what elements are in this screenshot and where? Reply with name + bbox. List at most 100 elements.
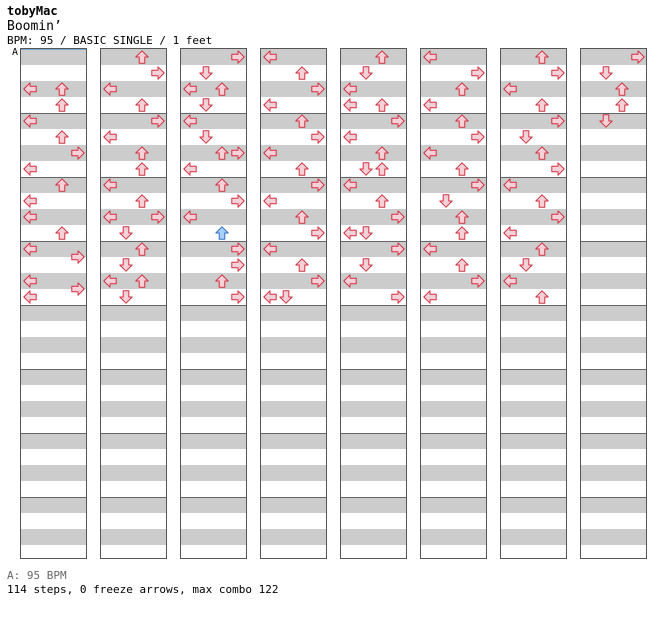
- up-arrow-icon: [135, 146, 149, 160]
- left-arrow-icon: [183, 82, 197, 96]
- measure-line: [181, 177, 246, 178]
- beat-stripe: [21, 433, 86, 449]
- right-arrow-icon: [471, 178, 485, 192]
- up-arrow-icon: [135, 274, 149, 288]
- beat-stripe: [341, 113, 406, 129]
- beat-stripe: [181, 433, 246, 449]
- beat-stripe: [101, 241, 166, 257]
- left-arrow-icon: [103, 274, 117, 288]
- beat-stripe: [181, 529, 246, 545]
- measure-line: [101, 497, 166, 498]
- left-arrow-icon: [343, 82, 357, 96]
- beat-stripe: [21, 401, 86, 417]
- beat-stripe: [501, 81, 566, 97]
- beat-stripe: [421, 273, 486, 289]
- right-arrow-icon: [71, 146, 85, 160]
- up-arrow-icon: [215, 82, 229, 96]
- beat-stripe: [501, 209, 566, 225]
- beat-stripe: [21, 273, 86, 289]
- measure-line: [101, 177, 166, 178]
- beat-stripe: [581, 465, 646, 481]
- beat-stripe: [101, 529, 166, 545]
- beat-stripe: [341, 497, 406, 513]
- measure-line: [181, 241, 246, 242]
- up-arrow-icon: [295, 162, 309, 176]
- left-arrow-icon: [343, 226, 357, 240]
- measure-line: [341, 177, 406, 178]
- measure-line: [261, 433, 326, 434]
- right-arrow-icon: [311, 226, 325, 240]
- measure-line: [421, 305, 486, 306]
- left-arrow-icon: [183, 114, 197, 128]
- beat-stripe: [501, 369, 566, 385]
- right-arrow-icon: [311, 130, 325, 144]
- right-arrow-icon: [151, 210, 165, 224]
- up-arrow-icon: [375, 146, 389, 160]
- beat-stripe: [501, 49, 566, 65]
- beat-stripe: [181, 401, 246, 417]
- beat-stripe: [261, 401, 326, 417]
- beat-stripe: [421, 465, 486, 481]
- beat-stripe: [421, 305, 486, 321]
- right-arrow-icon: [231, 242, 245, 256]
- down-arrow-icon: [119, 290, 133, 304]
- beat-stripe: [501, 113, 566, 129]
- beat-stripe: [421, 529, 486, 545]
- measure-line: [181, 113, 246, 114]
- beat-stripe: [21, 241, 86, 257]
- beat-stripe: [581, 81, 646, 97]
- right-arrow-icon: [391, 210, 405, 224]
- right-arrow-icon: [551, 66, 565, 80]
- beat-stripe: [501, 337, 566, 353]
- beat-stripe: [21, 49, 86, 65]
- right-arrow-icon: [631, 50, 645, 64]
- up-arrow-icon: [55, 130, 69, 144]
- beat-stripe: [181, 145, 246, 161]
- beat-stripe: [341, 369, 406, 385]
- left-arrow-icon: [23, 82, 37, 96]
- beat-stripe: [581, 177, 646, 193]
- left-arrow-icon: [23, 242, 37, 256]
- measure-line: [21, 497, 86, 498]
- beat-stripe: [21, 305, 86, 321]
- beat-stripe: [421, 81, 486, 97]
- beat-stripe: [101, 177, 166, 193]
- down-arrow-icon: [119, 258, 133, 272]
- beat-stripe: [261, 433, 326, 449]
- left-arrow-icon: [23, 194, 37, 208]
- chart-footer: A: 95 BPM 114 steps, 0 freeze arrows, ma…: [7, 569, 279, 597]
- beat-stripe: [581, 209, 646, 225]
- measure-line: [341, 497, 406, 498]
- beat-stripe: [181, 113, 246, 129]
- up-arrow-icon: [455, 226, 469, 240]
- beat-stripe: [501, 465, 566, 481]
- left-arrow-icon: [103, 82, 117, 96]
- down-arrow-icon: [199, 98, 213, 112]
- left-arrow-icon: [263, 50, 277, 64]
- down-arrow-icon: [359, 66, 373, 80]
- up-arrow-icon: [135, 50, 149, 64]
- beat-stripe: [341, 305, 406, 321]
- song-title: Boomin’: [7, 19, 62, 34]
- beat-stripe: [581, 497, 646, 513]
- up-arrow-icon: [535, 146, 549, 160]
- measure-line: [421, 113, 486, 114]
- beat-stripe: [181, 177, 246, 193]
- measure-line: [341, 369, 406, 370]
- beat-stripe: [421, 433, 486, 449]
- beat-stripe: [101, 81, 166, 97]
- measure-line: [501, 369, 566, 370]
- measure-line: [261, 241, 326, 242]
- beat-stripe: [101, 337, 166, 353]
- beat-stripe: [341, 145, 406, 161]
- right-arrow-icon: [311, 274, 325, 288]
- chart-column: [260, 48, 327, 559]
- measure-line: [581, 433, 646, 434]
- left-arrow-icon: [503, 178, 517, 192]
- beat-stripe: [21, 465, 86, 481]
- beat-stripe: [581, 273, 646, 289]
- up-arrow-icon: [375, 50, 389, 64]
- right-arrow-icon: [471, 66, 485, 80]
- beat-stripe: [101, 273, 166, 289]
- left-arrow-icon: [343, 178, 357, 192]
